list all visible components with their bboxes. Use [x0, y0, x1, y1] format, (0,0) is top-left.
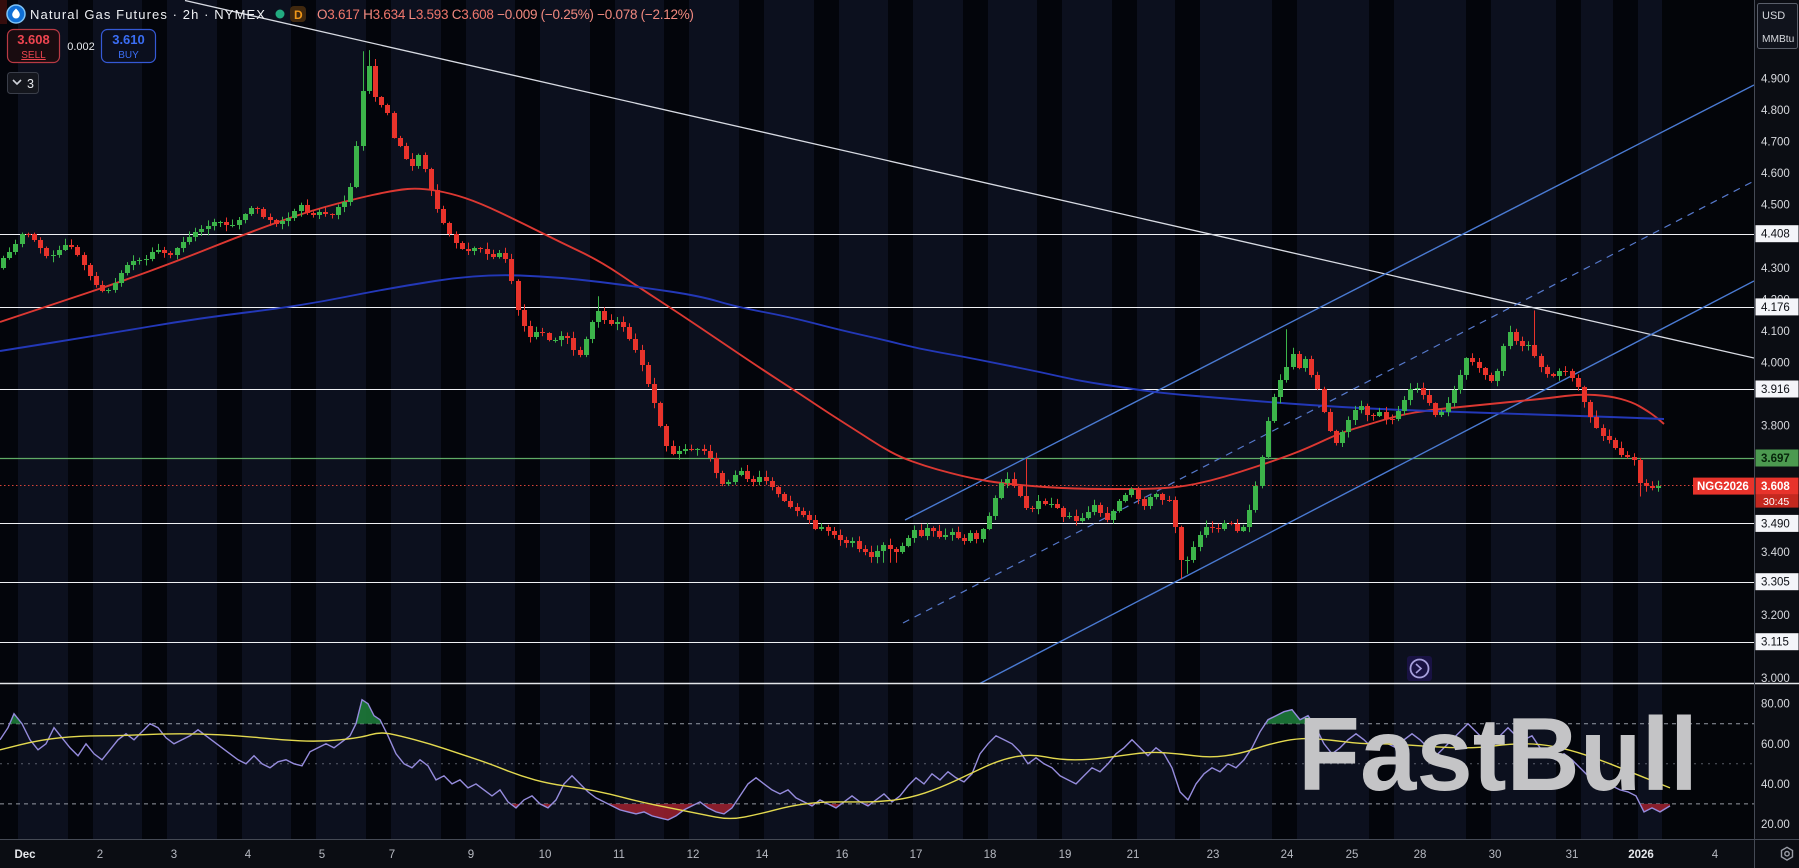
svg-text:D: D [294, 8, 303, 22]
svg-text:11: 11 [613, 849, 625, 861]
svg-text:4: 4 [245, 849, 252, 861]
svg-text:40.00: 40.00 [1761, 779, 1790, 791]
svg-text:4.800: 4.800 [1761, 105, 1790, 117]
svg-text:5: 5 [319, 849, 325, 861]
svg-text:Dec: Dec [14, 849, 36, 861]
svg-text:4.176: 4.176 [1761, 302, 1790, 314]
svg-text:3.490: 3.490 [1761, 518, 1790, 530]
svg-text:MMBtu: MMBtu [1762, 34, 1794, 45]
svg-text:25: 25 [1346, 849, 1359, 861]
svg-text:USD: USD [1762, 10, 1785, 22]
svg-text:3.115: 3.115 [1761, 637, 1789, 649]
svg-text:2: 2 [97, 849, 103, 861]
svg-text:3.697: 3.697 [1761, 453, 1790, 465]
svg-text:NGG2026: NGG2026 [1697, 481, 1749, 493]
svg-text:80.00: 80.00 [1761, 699, 1790, 711]
svg-text:20.00: 20.00 [1761, 819, 1790, 831]
svg-text:4.100: 4.100 [1761, 326, 1790, 338]
svg-text:4.500: 4.500 [1761, 200, 1790, 212]
svg-text:12: 12 [687, 849, 700, 861]
svg-text:Natural Gas Futures · 2h · NYM: Natural Gas Futures · 2h · NYMEX [30, 7, 266, 22]
svg-text:19: 19 [1059, 849, 1072, 861]
svg-text:4.600: 4.600 [1761, 168, 1790, 180]
svg-text:30: 30 [1489, 849, 1502, 861]
svg-text:18: 18 [984, 849, 997, 861]
svg-text:10: 10 [539, 849, 552, 861]
svg-text:O3.617 H3.634 L3.593 C3.608: O3.617 H3.634 L3.593 C3.608 −0.009 (−0.2… [317, 7, 694, 22]
svg-text:14: 14 [756, 849, 769, 861]
svg-text:3.305: 3.305 [1761, 577, 1790, 589]
svg-text:4.000: 4.000 [1761, 358, 1790, 370]
svg-text:0.002: 0.002 [67, 41, 95, 53]
svg-text:4.900: 4.900 [1761, 74, 1790, 86]
svg-text:3.000: 3.000 [1761, 673, 1790, 685]
svg-text:3: 3 [27, 77, 34, 91]
svg-text:23: 23 [1207, 849, 1220, 861]
svg-text:3.916: 3.916 [1761, 384, 1790, 396]
svg-text:BUY: BUY [118, 50, 139, 61]
svg-text:60.00: 60.00 [1761, 739, 1790, 751]
svg-text:7: 7 [389, 849, 395, 861]
svg-text:17: 17 [910, 849, 923, 861]
svg-text:3.608: 3.608 [17, 32, 50, 47]
svg-text:3.610: 3.610 [112, 32, 145, 47]
svg-text:4: 4 [1712, 849, 1719, 861]
svg-text:16: 16 [836, 849, 849, 861]
svg-text:FastBull: FastBull [1298, 697, 1698, 813]
svg-text:4.700: 4.700 [1761, 137, 1790, 149]
svg-text:24: 24 [1281, 849, 1294, 861]
svg-text:3: 3 [171, 849, 177, 861]
svg-text:3.800: 3.800 [1761, 421, 1790, 433]
svg-text:31: 31 [1566, 849, 1579, 861]
svg-text:4.408: 4.408 [1761, 229, 1790, 241]
svg-text:3.200: 3.200 [1761, 610, 1790, 622]
svg-text:4.300: 4.300 [1761, 263, 1790, 275]
svg-text:3.608: 3.608 [1761, 481, 1790, 493]
svg-text:SELL: SELL [21, 50, 46, 61]
svg-text:28: 28 [1414, 849, 1427, 861]
svg-text:2026: 2026 [1628, 849, 1654, 861]
svg-text:9: 9 [468, 849, 474, 861]
svg-text:3.400: 3.400 [1761, 547, 1790, 559]
svg-text:21: 21 [1127, 849, 1140, 861]
svg-text:30:45: 30:45 [1763, 496, 1789, 508]
